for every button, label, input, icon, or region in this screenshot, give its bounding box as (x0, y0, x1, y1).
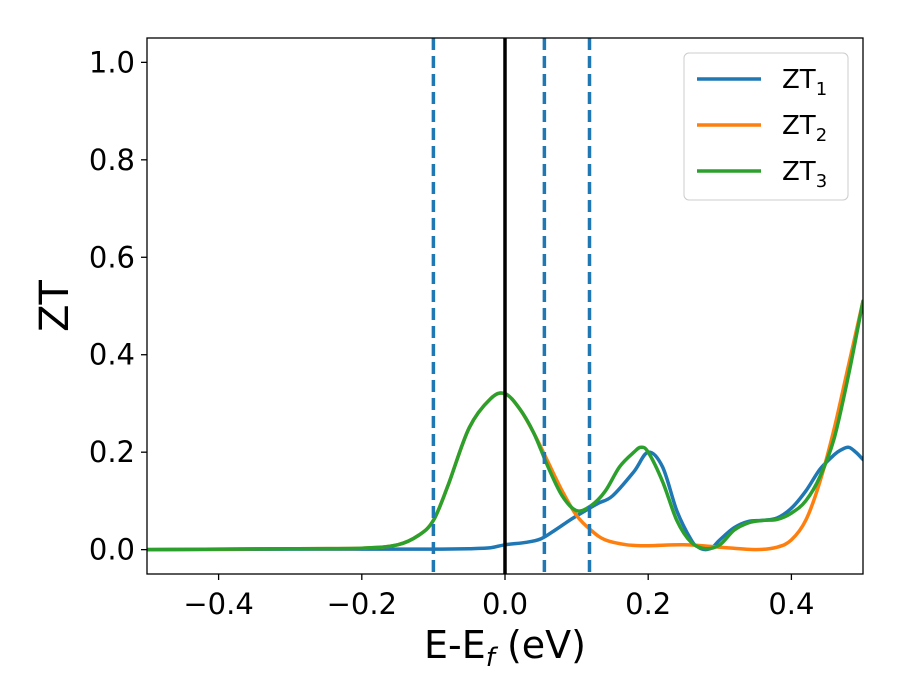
axis-ticks-layer: −0.4 −0.2 0.0 0.2 0.4 0.0 0.2 0.4 0.6 0.8 1.0 (89, 45, 815, 621)
y-tick-label: 0.6 (89, 240, 135, 274)
y-tick-label: 1.0 (89, 45, 135, 79)
plot-lines-layer (147, 38, 863, 574)
y-tick-label: 0.0 (89, 533, 135, 567)
legend-box (683, 52, 849, 201)
x-axis-label: E-Ef (eV) (424, 623, 586, 673)
y-tick-label: 0.8 (89, 143, 135, 177)
x-tick-label: −0.2 (327, 587, 397, 621)
y-tick-label: 0.2 (89, 435, 135, 469)
x-tick-label: 0.0 (482, 587, 528, 621)
x-tick-label: 0.4 (768, 587, 814, 621)
y-axis-label: ZT (32, 280, 78, 332)
series-line-zt3 (147, 299, 863, 552)
legend-label-zt1: ZT1 (782, 65, 827, 100)
y-tick-label: 0.4 (89, 338, 135, 372)
legend: ZT1 ZT2 ZT3 (683, 52, 849, 201)
legend-label-zt3: ZT3 (782, 157, 827, 192)
series-line-zt1 (147, 445, 863, 552)
x-tick-label: 0.2 (625, 587, 671, 621)
legend-label-zt2: ZT2 (782, 111, 827, 146)
x-tick-label: −0.4 (183, 587, 253, 621)
